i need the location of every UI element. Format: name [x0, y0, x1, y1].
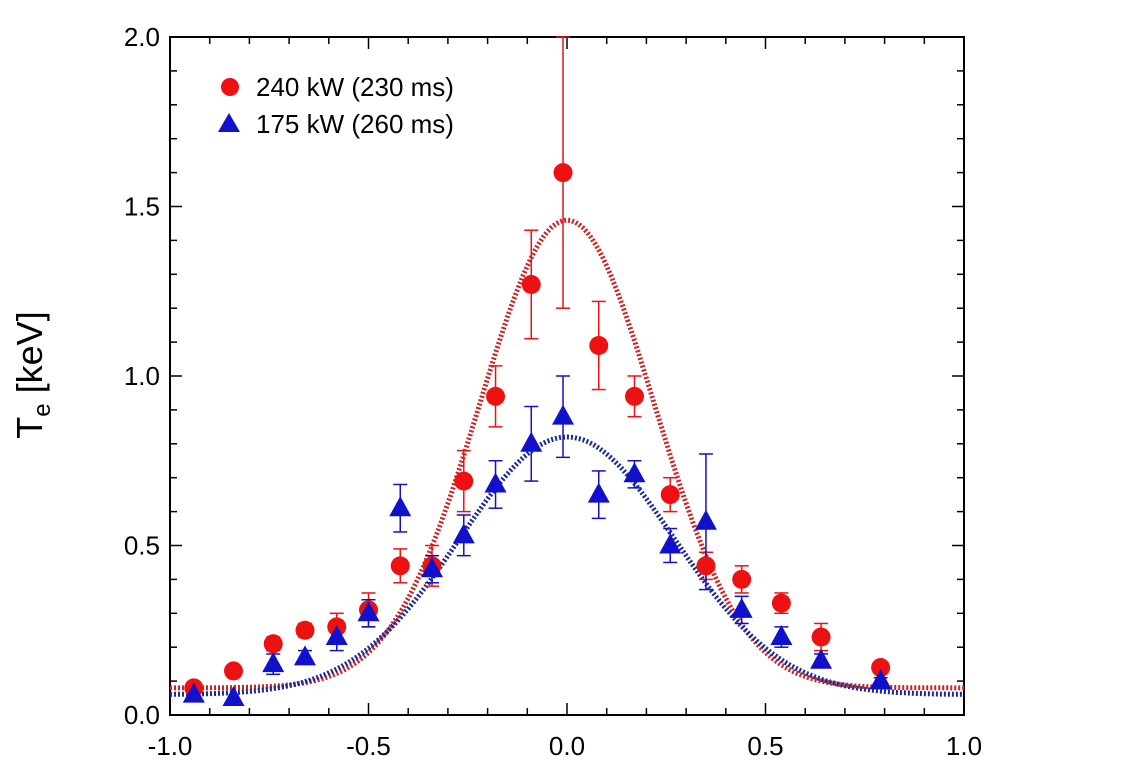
data-point-series-2 [730, 597, 753, 618]
y-tick-label: 1.5 [124, 192, 160, 222]
x-tick-label: -1.0 [148, 731, 193, 761]
data-point-series-1 [624, 386, 644, 406]
x-tick-label: -0.5 [346, 731, 391, 761]
plot-area: -1.0 -0.5 0.0 0.5 1.0 0.0 0.5 1.0 1.5 2.0 [124, 22, 982, 761]
fit-curve-series-2 [169, 434, 965, 697]
data-point-series-2 [552, 404, 575, 425]
x-tick-label: 0.5 [747, 731, 783, 761]
data-point-series-1 [771, 593, 791, 613]
y-tick-label: 1.0 [124, 361, 160, 391]
data-point-series-2 [770, 625, 793, 646]
legend-marker-circle [221, 78, 239, 96]
data-point-series-1 [696, 556, 716, 576]
data-point-series-2 [452, 523, 475, 544]
data-point-series-2 [694, 509, 717, 530]
data-point-series-1 [871, 658, 891, 678]
data-point-series-2 [293, 645, 316, 666]
x-tick-label: 1.0 [946, 731, 982, 761]
y-axis-label-unit: [keV] [9, 311, 50, 403]
legend-marker-triangle [218, 113, 240, 132]
data-point-series-2 [659, 533, 682, 554]
data-point-series-2 [520, 431, 543, 452]
data-point-series-2 [262, 652, 285, 673]
data-point-series-2 [421, 557, 444, 578]
data-point-series-2 [357, 601, 380, 622]
data-point-series-1 [811, 627, 831, 647]
data-point-series-2 [325, 625, 348, 646]
data-point-series-1 [553, 163, 573, 183]
y-axis-label: Te [keV] [9, 311, 56, 438]
data-point-series-1 [224, 661, 244, 681]
data-point-series-2 [222, 686, 245, 707]
data-point-series-2 [587, 482, 610, 503]
legend: 240 kW (230 ms) 175 kW (260 ms) [218, 72, 454, 139]
data-point-series-1 [589, 335, 609, 355]
data-point-series-2 [182, 682, 205, 703]
y-axis-label-subscript: e [29, 403, 56, 416]
fit-curve-series-1 [170, 217, 964, 691]
data-point-series-2 [623, 462, 646, 483]
y-axis-label-main: T [9, 417, 50, 439]
data-point-series-1 [454, 471, 474, 491]
x-tick-label: 0.0 [549, 731, 585, 761]
data-point-series-1 [295, 620, 315, 640]
legend-label-series-1: 240 kW (230 ms) [256, 72, 454, 102]
data-point-series-1 [486, 386, 506, 406]
y-tick-label: 2.0 [124, 22, 160, 52]
data-point-series-2 [869, 669, 892, 690]
data-point-series-1 [732, 569, 752, 589]
data-point-series-1 [390, 556, 410, 576]
data-point-series-1 [263, 634, 283, 654]
data-point-series-2 [810, 648, 833, 669]
data-point-series-2 [484, 472, 507, 493]
legend-label-series-2: 175 kW (260 ms) [256, 109, 454, 139]
y-tick-label: 0.5 [124, 531, 160, 561]
data-point-series-1 [521, 274, 541, 294]
data-point-series-1 [660, 485, 680, 505]
data-point-series-2 [389, 496, 412, 517]
y-tick-label: 0.0 [124, 700, 160, 730]
